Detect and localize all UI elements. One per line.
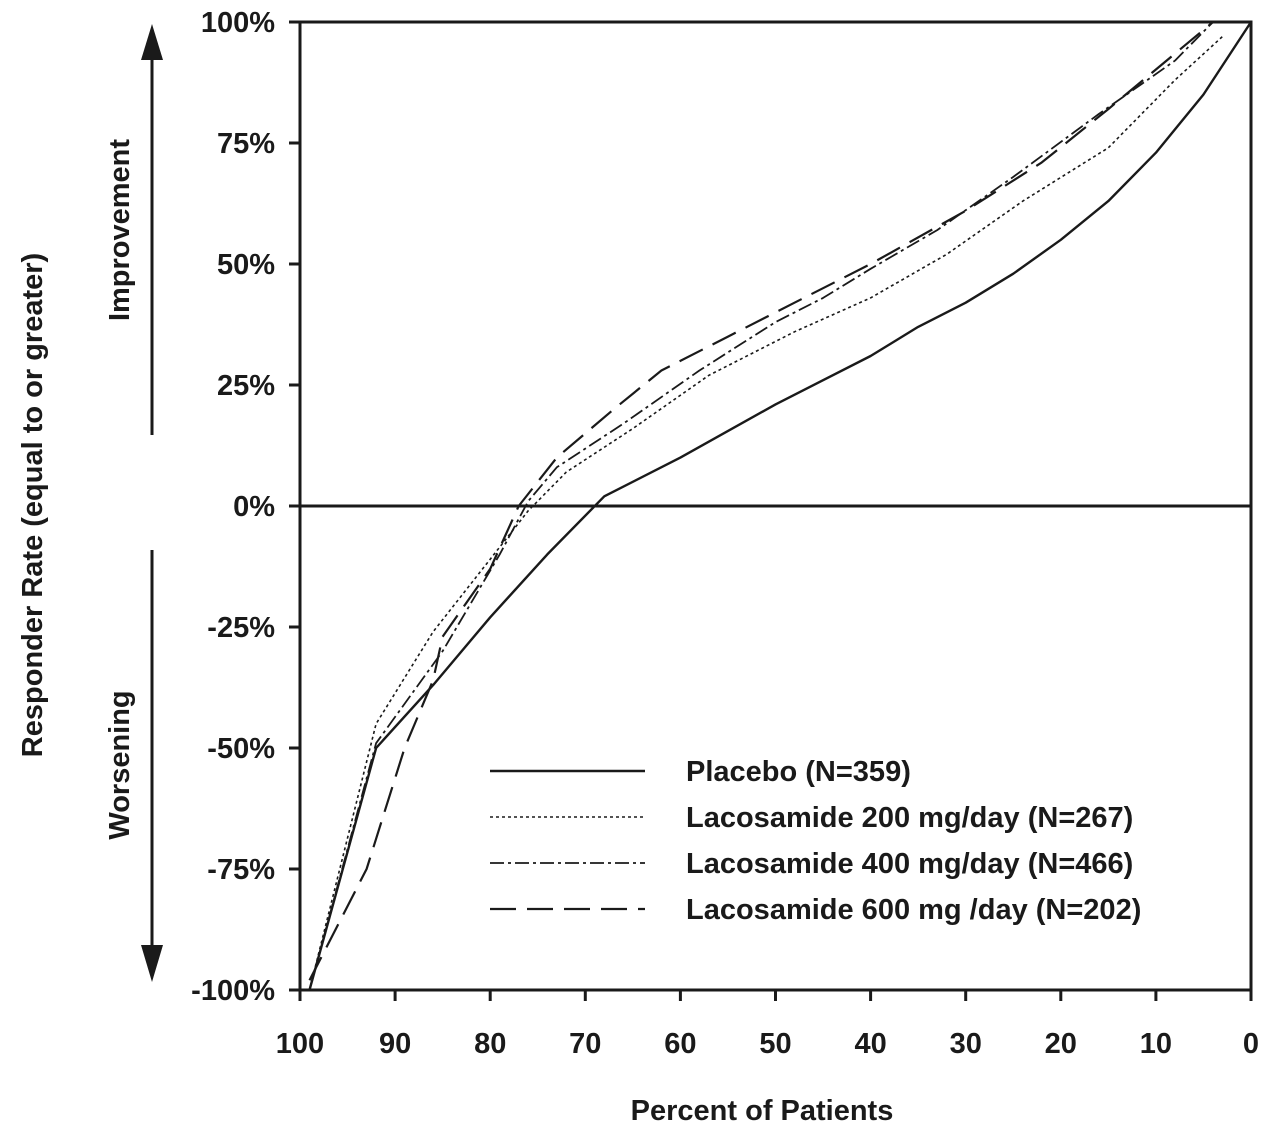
y-tick-label: 50% — [217, 249, 275, 281]
up-arrow-icon — [141, 24, 163, 60]
legend-label-3: Lacosamide 400 mg/day (N=466) — [686, 848, 1133, 880]
x-tick-label: 100 — [276, 1028, 324, 1060]
y-tick-label: 100% — [201, 7, 275, 39]
legend-label-1: Placebo (N=359) — [686, 756, 911, 788]
y-axis-title: Responder Rate (equal to or greater) — [17, 253, 49, 757]
legend-label-4: Lacosamide 600 mg /day (N=202) — [686, 894, 1141, 926]
series-line-1 — [308, 21, 1253, 991]
x-tick-label: 40 — [854, 1028, 886, 1060]
y-tick-label: -100% — [191, 975, 275, 1007]
x-axis-title: Percent of Patients — [631, 1095, 894, 1125]
y-tick-label: -75% — [207, 854, 275, 886]
y-tick-label: -50% — [207, 733, 275, 765]
x-tick-label: 80 — [474, 1028, 506, 1060]
x-tick-label: 90 — [379, 1028, 411, 1060]
series-line-2 — [308, 35, 1224, 991]
series-line-4 — [308, 21, 1214, 981]
x-tick-label: 60 — [664, 1028, 696, 1060]
down-arrow-icon — [141, 945, 163, 982]
x-tick-label: 10 — [1140, 1028, 1172, 1060]
x-tick-label: 30 — [950, 1028, 982, 1060]
legend-label-2: Lacosamide 200 mg/day (N=267) — [686, 802, 1133, 834]
x-tick-label: 20 — [1045, 1028, 1077, 1060]
x-tick-label: 50 — [759, 1028, 791, 1060]
improvement-label: Improvement — [104, 139, 136, 321]
x-tick-label: 0 — [1243, 1028, 1259, 1060]
y-tick-label: -25% — [207, 612, 275, 644]
y-tick-label: 75% — [217, 128, 275, 160]
y-tick-label: 25% — [217, 370, 275, 402]
x-tick-label: 70 — [569, 1028, 601, 1060]
worsening-label: Worsening — [104, 690, 136, 839]
series-line-3 — [308, 21, 1214, 991]
y-tick-label: 0% — [233, 491, 275, 523]
